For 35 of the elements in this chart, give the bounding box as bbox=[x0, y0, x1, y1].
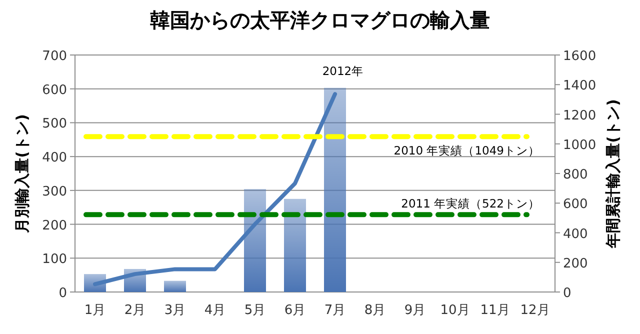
ytick: 600 bbox=[42, 82, 67, 98]
ytick: 700 bbox=[42, 49, 67, 64]
xtick: 2月 bbox=[124, 303, 146, 318]
y2tick: 1400 bbox=[563, 78, 596, 94]
y2tick: 600 bbox=[563, 197, 588, 212]
xtick: 12月 bbox=[520, 303, 550, 318]
xtick: 9月 bbox=[404, 303, 426, 318]
ytick: 500 bbox=[42, 116, 67, 132]
y2tick: 200 bbox=[563, 256, 588, 272]
xtick: 5月 bbox=[244, 303, 266, 318]
ref-label: 2011 年実績（522トン） bbox=[401, 196, 540, 211]
xtick: 7月 bbox=[324, 303, 346, 318]
ytick: 0 bbox=[58, 286, 67, 301]
xtick: 11月 bbox=[480, 303, 510, 318]
y2tick: 800 bbox=[563, 168, 588, 182]
xtick: 8月 bbox=[364, 303, 386, 318]
title: 韓国からの太平洋クロマグロの輸入量 bbox=[150, 8, 490, 32]
xtick: 1月 bbox=[84, 303, 106, 318]
y2tick: 1600 bbox=[563, 49, 596, 64]
y2tick: 1000 bbox=[563, 138, 596, 153]
ytick: 300 bbox=[42, 184, 67, 200]
ytick: 200 bbox=[42, 218, 67, 234]
y2tick: 1200 bbox=[563, 108, 596, 124]
y2tick: 400 bbox=[563, 226, 588, 242]
ref-label: 2010 年実績（1049トン） bbox=[394, 144, 540, 158]
xtick: 10月 bbox=[440, 303, 470, 318]
xtick: 4月 bbox=[204, 303, 226, 318]
y2label: 年間累計輸入量(トン) bbox=[604, 99, 622, 248]
series-name: 2012年 bbox=[322, 64, 364, 78]
ytick: 400 bbox=[42, 150, 67, 166]
xtick: 6月 bbox=[284, 303, 306, 318]
y2tick: 0 bbox=[563, 286, 572, 301]
ytick: 100 bbox=[42, 252, 67, 268]
ylabel: 月別輸入量(トン) bbox=[13, 114, 31, 233]
xtick: 3月 bbox=[164, 303, 186, 318]
